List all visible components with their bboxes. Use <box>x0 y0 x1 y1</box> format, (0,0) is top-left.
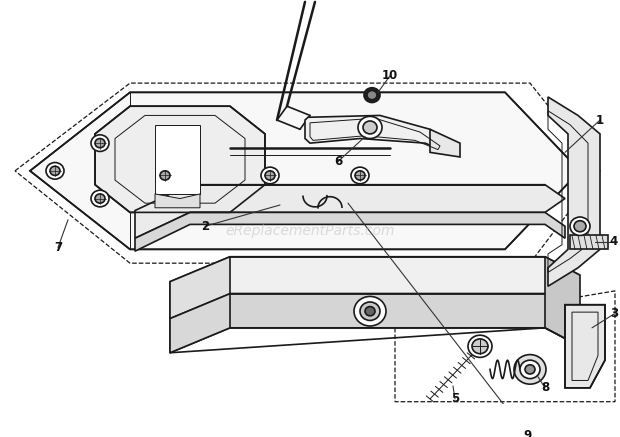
Circle shape <box>365 307 375 316</box>
Text: eReplacementParts.com: eReplacementParts.com <box>225 224 395 238</box>
Circle shape <box>265 171 275 180</box>
Polygon shape <box>430 129 460 157</box>
Circle shape <box>570 217 590 236</box>
Text: 10: 10 <box>382 69 398 82</box>
Circle shape <box>95 139 105 148</box>
Circle shape <box>514 354 546 384</box>
Text: 1: 1 <box>596 114 604 127</box>
Circle shape <box>525 365 535 374</box>
Polygon shape <box>170 294 580 353</box>
Circle shape <box>363 121 377 134</box>
Circle shape <box>367 90 377 100</box>
Text: 7: 7 <box>54 241 62 254</box>
Circle shape <box>472 339 488 354</box>
Polygon shape <box>170 294 230 353</box>
Polygon shape <box>30 92 580 250</box>
Text: 2: 2 <box>201 220 209 233</box>
Circle shape <box>91 135 109 152</box>
Text: 3: 3 <box>610 308 618 320</box>
Polygon shape <box>570 236 608 250</box>
Polygon shape <box>545 257 580 346</box>
Polygon shape <box>135 185 565 238</box>
Circle shape <box>360 302 380 320</box>
Circle shape <box>95 194 105 203</box>
Text: 9: 9 <box>524 430 532 437</box>
Text: 5: 5 <box>451 392 459 406</box>
Polygon shape <box>95 106 265 212</box>
Circle shape <box>364 88 380 103</box>
Polygon shape <box>135 212 565 251</box>
Circle shape <box>358 116 382 139</box>
Polygon shape <box>155 125 200 194</box>
Circle shape <box>520 360 540 378</box>
Text: 6: 6 <box>334 155 342 168</box>
Text: 4: 4 <box>610 236 618 249</box>
Circle shape <box>261 167 279 184</box>
Polygon shape <box>170 257 230 319</box>
Circle shape <box>468 335 492 357</box>
Circle shape <box>50 166 60 176</box>
Polygon shape <box>548 97 600 286</box>
Text: 8: 8 <box>541 382 549 394</box>
Circle shape <box>160 171 170 180</box>
Circle shape <box>354 296 386 326</box>
Circle shape <box>351 167 369 184</box>
Circle shape <box>91 190 109 207</box>
Circle shape <box>574 221 586 232</box>
Polygon shape <box>305 115 450 153</box>
Circle shape <box>355 171 365 180</box>
Polygon shape <box>565 305 605 388</box>
Circle shape <box>156 167 174 184</box>
Circle shape <box>46 163 64 179</box>
Polygon shape <box>170 257 580 319</box>
Polygon shape <box>155 194 200 208</box>
